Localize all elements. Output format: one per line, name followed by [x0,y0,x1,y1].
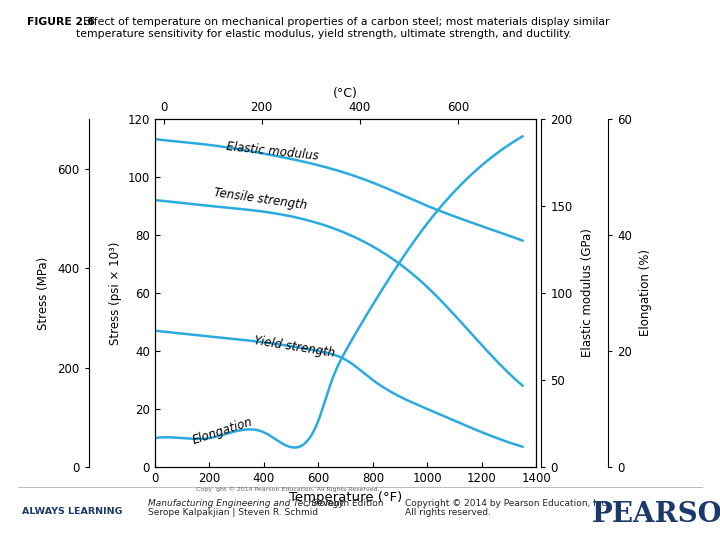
Y-axis label: Stress (psi × 10³): Stress (psi × 10³) [109,241,122,345]
Text: Elongation: Elongation [190,415,254,447]
Text: Copyright © 2014 by Pearson Education, Inc.: Copyright © 2014 by Pearson Education, I… [405,498,609,508]
Text: Serope Kalpakjian | Steven R. Schmid: Serope Kalpakjian | Steven R. Schmid [148,508,318,517]
X-axis label: Temperature (°F): Temperature (°F) [289,490,402,503]
Text: FIGURE 2.6: FIGURE 2.6 [27,17,95,28]
Text: Elastic modulus: Elastic modulus [225,140,319,163]
Text: Effect of temperature on mechanical properties of a carbon steel; most materials: Effect of temperature on mechanical prop… [76,17,610,39]
Text: Copy  ght © 2014 Pearson Education. All Rights Reserved.: Copy ght © 2014 Pearson Education. All R… [197,487,379,492]
Text: PEARSON: PEARSON [592,501,720,528]
Text: ALWAYS LEARNING: ALWAYS LEARNING [22,508,122,516]
Y-axis label: Stress (MPa): Stress (MPa) [37,256,50,329]
Text: , Seventh Edition: , Seventh Edition [306,498,384,508]
X-axis label: (°C): (°C) [333,87,358,100]
Text: Tensile strength: Tensile strength [213,186,308,212]
Text: Manufacturing Engineering and Technology: Manufacturing Engineering and Technology [148,498,344,508]
Text: Yield strength: Yield strength [253,334,336,360]
Y-axis label: Elongation (%): Elongation (%) [639,249,652,336]
Y-axis label: Elastic modulus (GPa): Elastic modulus (GPa) [581,228,594,357]
Text: All rights reserved.: All rights reserved. [405,508,490,517]
